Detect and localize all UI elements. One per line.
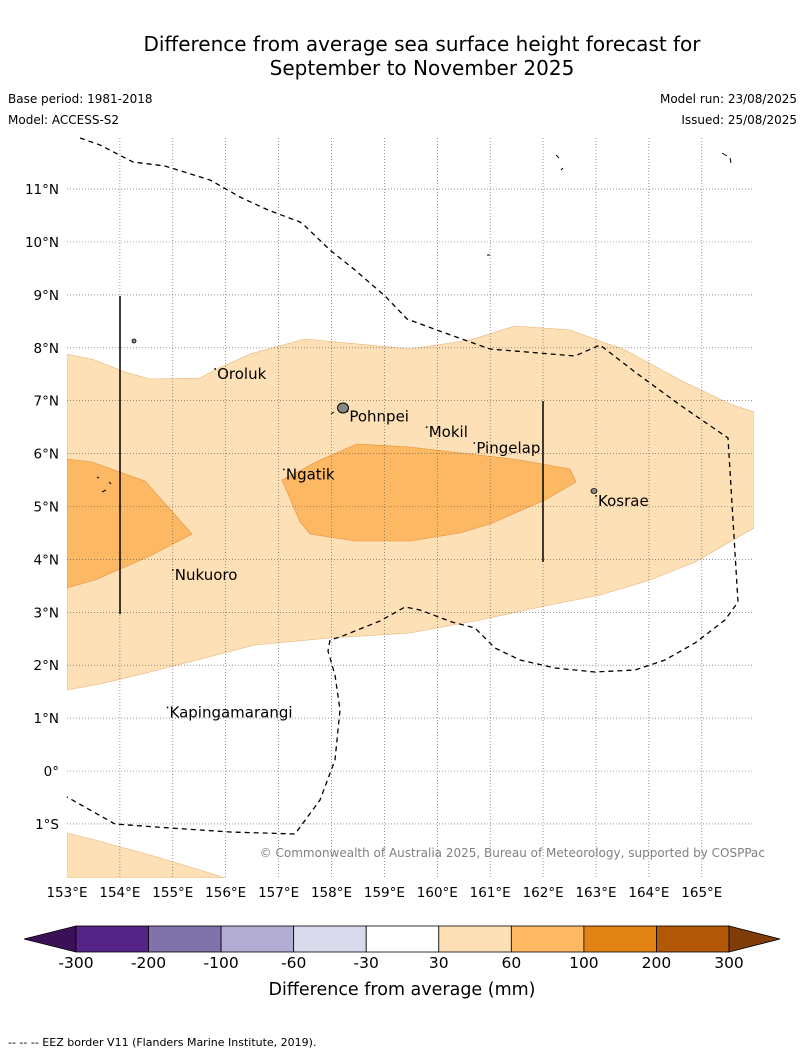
latitude-tick-label: 1°N — [34, 711, 59, 727]
title-line-1: Difference from average sea surface heig… — [143, 32, 701, 56]
place-label: Nukuoro — [175, 566, 238, 584]
colorbar-segment — [365, 925, 440, 953]
latitude-labels: 11°N 10°N 9°N 8°N 7°N 6°N 5°N 4°N 3°N 2°N 1°N 0° 1°S — [25, 182, 59, 833]
latitude-tick-label: 0° — [44, 764, 59, 780]
longitude-tick-label: 153°E — [46, 885, 87, 901]
place-marker — [473, 442, 476, 444]
longitude-tick-label: 154°E — [99, 885, 140, 901]
place-label: Oroluk — [217, 365, 266, 383]
reef-mark — [721, 152, 728, 157]
latitude-tick-label: 3°N — [34, 605, 59, 621]
reef-mark — [555, 154, 560, 159]
latitude-tick-label: 7°N — [34, 394, 59, 410]
place-marker — [171, 569, 174, 571]
longitude-tick-label: 159°E — [364, 885, 405, 901]
graticule — [67, 138, 754, 878]
eez-borders — [66, 137, 739, 835]
reef-mark — [729, 157, 732, 164]
longitude-tick-label: 163°E — [575, 885, 616, 901]
colorbar-segment — [583, 925, 657, 953]
model-run: Model run: 23/08/2025 — [659, 92, 797, 106]
place-marker — [346, 410, 349, 413]
colorbar-segment — [510, 925, 585, 953]
place-marker — [282, 468, 285, 471]
longitude-tick-label: 164°E — [628, 885, 669, 901]
title-line-2: September to November 2025 — [269, 56, 575, 80]
colorbar-label: Difference from average (mm) — [268, 980, 535, 1000]
latitude-tick-label: 2°N — [34, 658, 59, 674]
reef-mark — [101, 489, 107, 493]
colorbar-segment — [75, 925, 149, 953]
place-marker — [214, 368, 217, 370]
place-marker — [166, 706, 169, 709]
longitude-labels: 153°E 154°E 155°E 156°E 157°E 158°E 159°E 160°E… — [46, 885, 722, 901]
eez-border-north — [66, 137, 739, 835]
colorbar-tick-label: -300 — [58, 954, 93, 972]
islands — [96, 152, 732, 494]
place-marker — [595, 495, 597, 497]
colorbar-extend-high — [728, 925, 781, 953]
colorbar-segment — [293, 925, 367, 953]
reef-mark — [96, 476, 100, 479]
place-label: Pohnpei — [349, 407, 409, 425]
anomaly-field — [67, 325, 754, 878]
copyright-note: © Commonwealth of Australia 2025, Bureau… — [260, 846, 765, 860]
issued-date: Issued: 25/08/2025 — [681, 113, 797, 127]
latitude-tick-label: 9°N — [34, 288, 59, 304]
latitude-tick-label: 10°N — [25, 235, 59, 251]
latitude-tick-label: 4°N — [34, 552, 59, 568]
colorbar-segment — [656, 925, 730, 953]
latitude-tick-label: 8°N — [34, 341, 59, 357]
colorbar-tick-label: 30 — [429, 954, 449, 972]
anomaly-region-60-100-west — [67, 458, 193, 589]
colorbar-tick-label: 300 — [714, 954, 744, 972]
base-period: Base period: 1981-2018 — [8, 92, 153, 106]
longitude-tick-label: 161°E — [470, 885, 511, 901]
place-label: Mokil — [429, 423, 468, 441]
colorbar-segment — [148, 925, 222, 953]
eez-legend-note: -- -- -- EEZ border V11 (Flanders Marine… — [8, 1036, 317, 1049]
reef-mark — [560, 167, 564, 171]
route-lines — [119, 296, 544, 614]
model-name: Model: ACCESS-S2 — [8, 113, 120, 127]
latitude-tick-label: 11°N — [25, 182, 59, 198]
longitude-tick-label: 158°E — [311, 885, 352, 901]
longitude-tick-label: 162°E — [523, 885, 564, 901]
place-marker — [425, 426, 428, 429]
colorbar-extend-low — [23, 925, 77, 953]
colorbar — [23, 925, 781, 953]
colorbar-tick-label: 60 — [501, 954, 521, 972]
longitude-tick-label: 155°E — [152, 885, 193, 901]
colorbar-tick-label: -60 — [281, 954, 306, 972]
place-label: Ngatik — [286, 465, 335, 483]
island-pohnpei-shape — [337, 402, 349, 414]
place-label: Kosrae — [598, 492, 649, 510]
island-kosrae-shape — [590, 488, 598, 494]
reef-mark — [330, 411, 335, 415]
colorbar-tick-label: 100 — [569, 954, 599, 972]
island-west-shape — [131, 338, 137, 344]
colorbar-tick-label: -200 — [131, 954, 166, 972]
colorbar-tick-label: 200 — [642, 954, 672, 972]
place-label: Pingelap — [476, 439, 540, 457]
colorbar-tick-labels: -300 -200 -100 -60 -30 30 60 100 200 300 — [58, 954, 743, 972]
colorbar-tick-label: -100 — [204, 954, 239, 972]
place-labels: Oroluk Pohnpei Mokil Pingelap Ngatik Kosrae Nu… — [166, 365, 649, 722]
latitude-tick-label: 5°N — [34, 500, 59, 516]
longitude-tick-label: 156°E — [205, 885, 246, 901]
anomaly-region-30-60-south — [67, 832, 226, 878]
reef-mark — [108, 481, 112, 485]
longitude-tick-label: 165°E — [681, 885, 722, 901]
colorbar-tick-label: -30 — [354, 954, 379, 972]
colorbar-segment — [438, 925, 512, 953]
colorbar-segment — [220, 925, 295, 953]
map-title: Difference from average sea surface heig… — [0, 32, 804, 80]
longitude-tick-label: 160°E — [417, 885, 458, 901]
anomaly-region-60-100-central — [281, 443, 577, 542]
place-label: Kapingamarangi — [170, 704, 293, 722]
latitude-tick-label: 6°N — [34, 447, 59, 463]
longitude-tick-label: 157°E — [258, 885, 299, 901]
latitude-tick-label: 1°S — [35, 817, 59, 833]
